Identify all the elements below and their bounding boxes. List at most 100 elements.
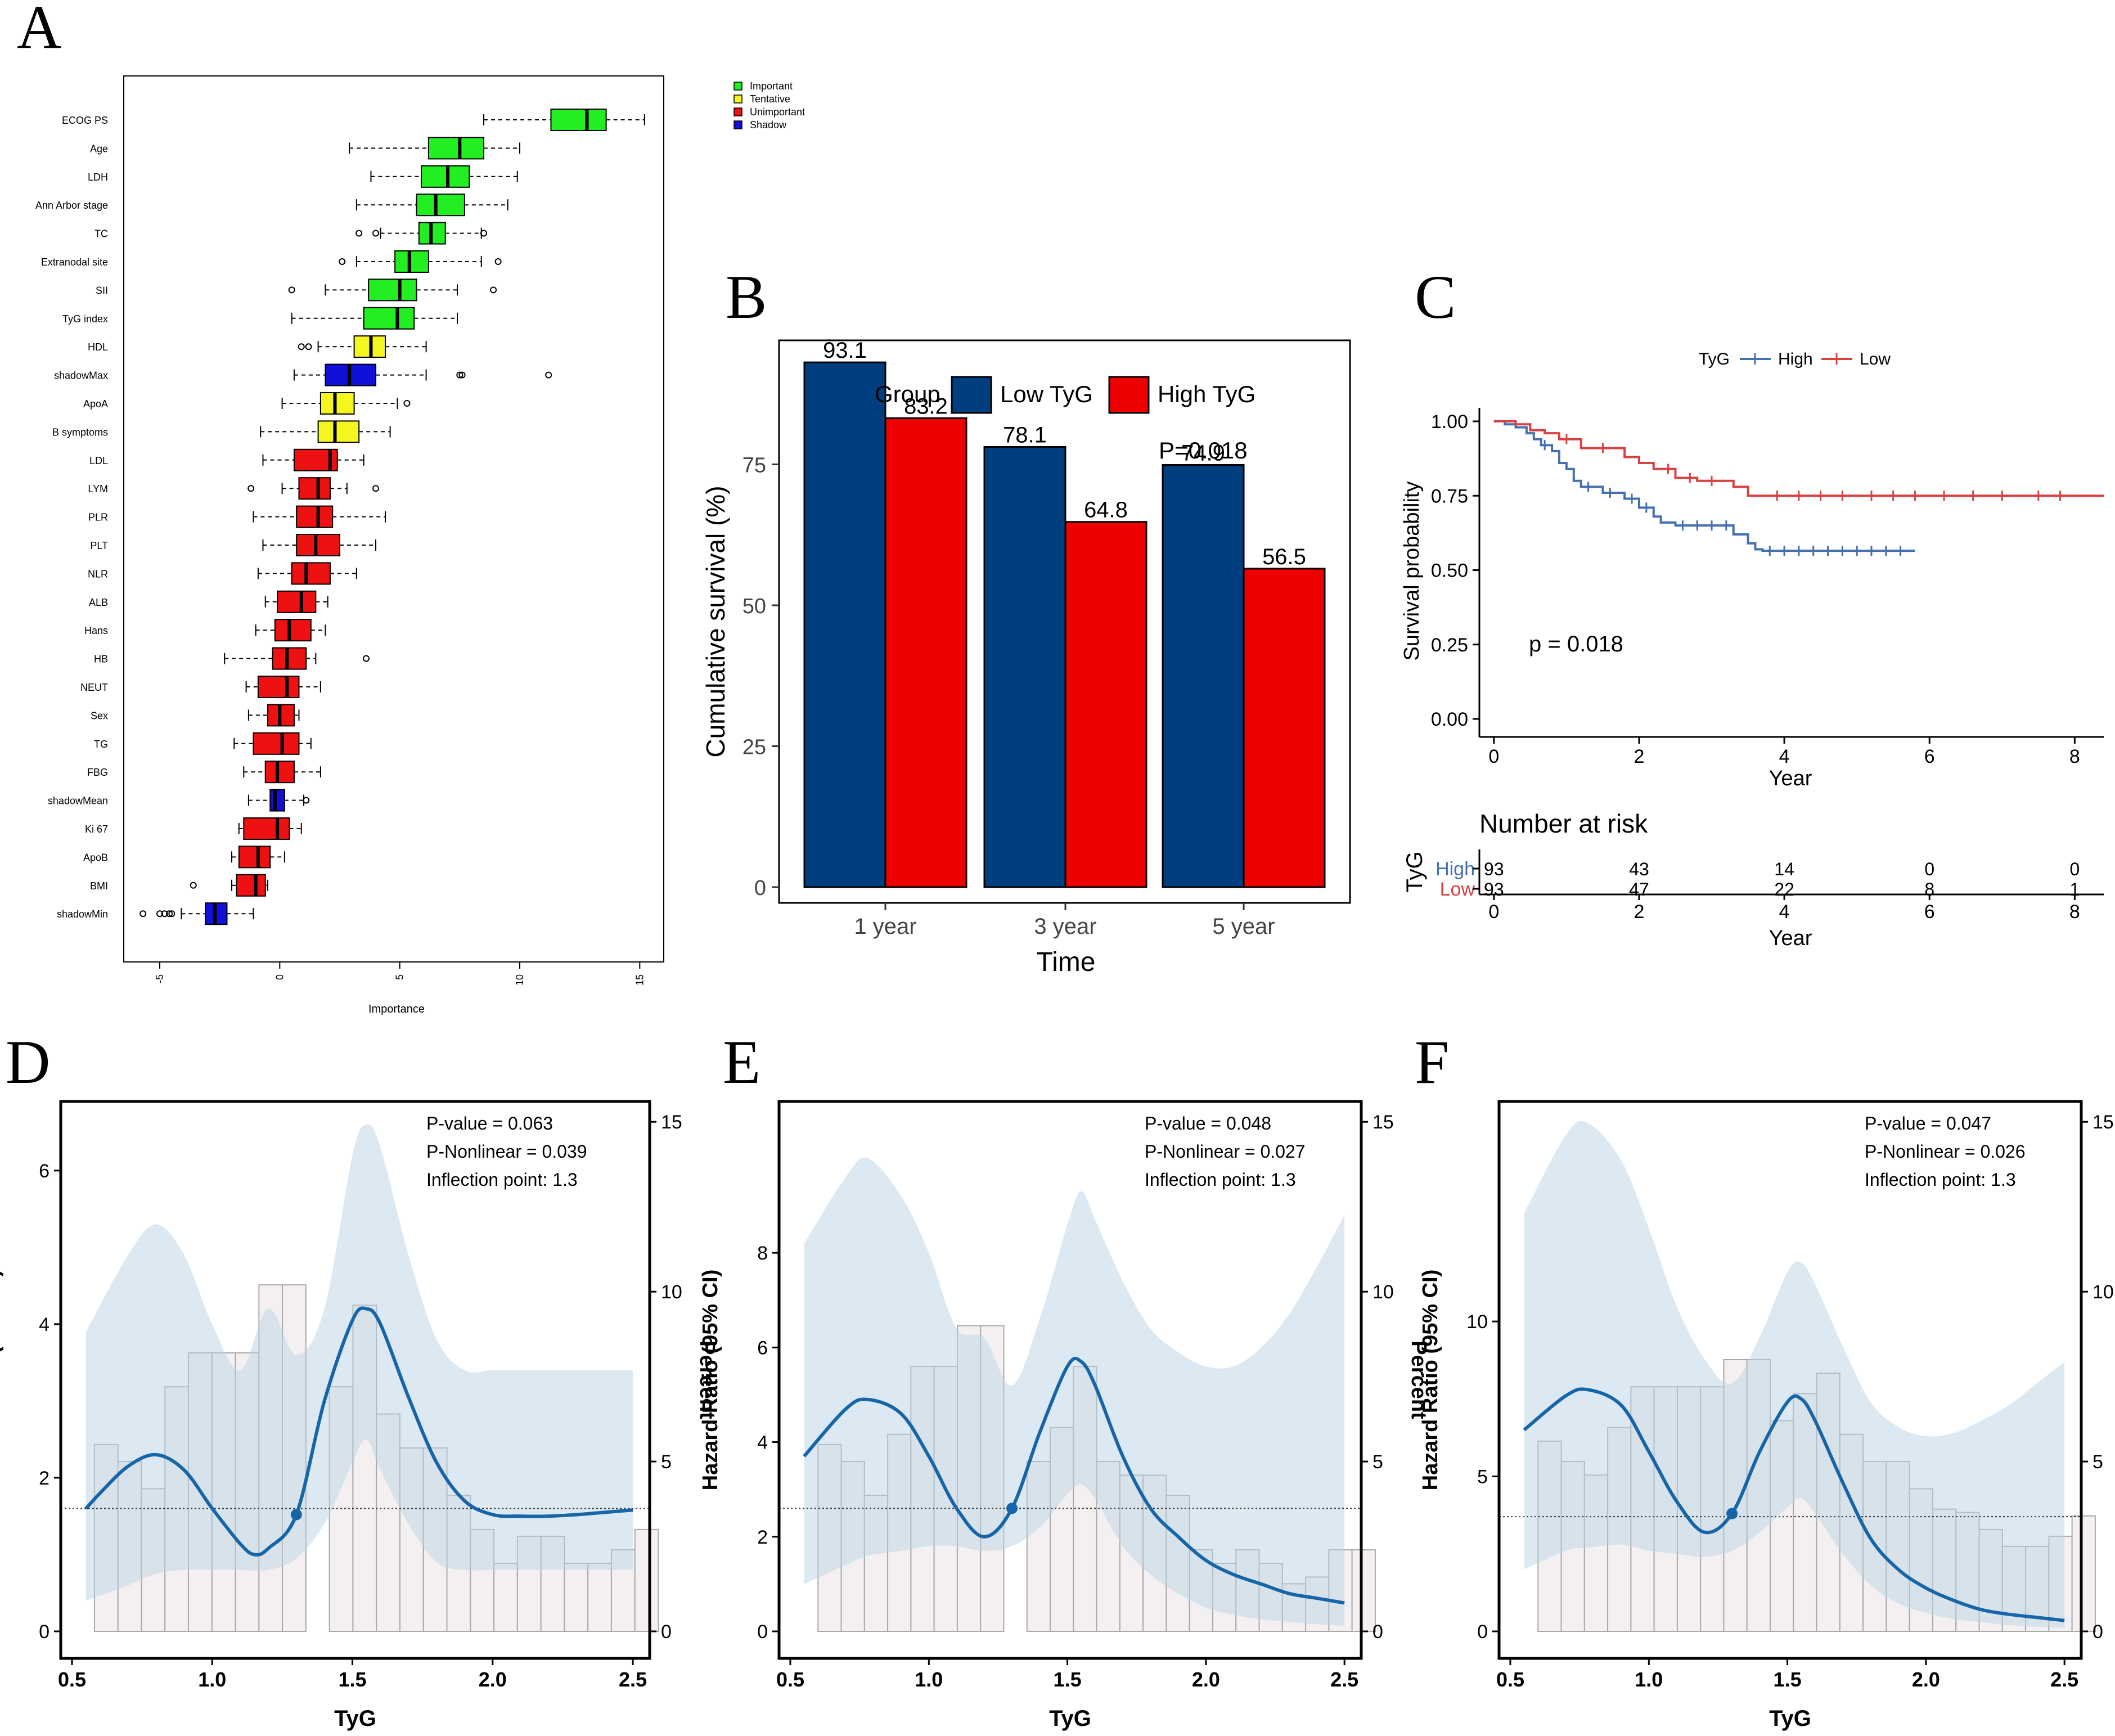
confidence-band: [1524, 1121, 2065, 1629]
panel-label-d: D: [6, 1028, 50, 1096]
x-tick-label: 1.0: [915, 1668, 943, 1691]
outlier-point: [288, 286, 295, 294]
y2-tick-label: 0: [2092, 1621, 2103, 1643]
feature-label: Extranodal site: [41, 257, 108, 268]
rcs-y2label: Percent: [1407, 1341, 1430, 1419]
box: [277, 590, 317, 613]
box: [298, 477, 331, 500]
panel-c-plot: 0.00 0.25 0.50 0.75 1.00 0 2 4 6 8: [1431, 408, 2104, 767]
outlier-point: [168, 910, 176, 918]
panel-f-rcs: 0 5 10 0 5 10 15 0.5 1.0 1.5 2.0 2.5 TyG Hazard Ratio…: [1419, 1100, 2114, 1731]
feature-label: PLT: [90, 540, 108, 551]
rcs-stat-line: P-Nonlinear = 0.039: [426, 1141, 587, 1162]
panel-b-legend-label-high: High TyG: [1158, 381, 1256, 407]
panel-label-c: C: [1415, 263, 1456, 331]
feature-age: Age: [90, 137, 520, 160]
risk-table-title: Number at risk: [1479, 809, 1648, 838]
x-tick-label: 1.5: [1054, 1668, 1082, 1691]
panel-e-rcs: 0 2 4 6 8 0 5 10 15 0.5 1.0 1.5 2.0 2.5 TyG Hazard Rati…: [699, 1100, 1430, 1731]
feature-label: Age: [90, 143, 108, 154]
feature-label: SII: [96, 285, 108, 296]
box: [363, 307, 415, 330]
y-tick-label: 0: [39, 1621, 50, 1643]
km-curve-low: [1493, 420, 2104, 497]
x-tick-label: 2.0: [1912, 1668, 1940, 1691]
x-tick-label: 2.5: [619, 1668, 647, 1691]
outlier-point: [545, 371, 552, 379]
legend-swatch-shadow: [734, 120, 742, 129]
panel-b-barchart: 93.1 78.1 74.9 83.2 64.8 56.5 0 25 50 75 1 year 3 …: [701, 338, 1351, 977]
histogram-bar: [2071, 1515, 2096, 1632]
feature-shadowmax: shadowMax: [54, 363, 552, 386]
panel-c-legend: High Low: [1740, 350, 1891, 368]
inflection-point-marker: [1006, 1503, 1018, 1514]
panel-b-axes: 0 25 50 75 1 year 3 year 5 year: [742, 454, 1275, 939]
x-tick-label: 0.5: [1496, 1668, 1524, 1691]
feature-hdl: HDL: [88, 335, 427, 358]
outlier-point: [140, 910, 147, 918]
box: [428, 137, 484, 160]
x-tick-label: 1.5: [1774, 1668, 1802, 1691]
y-tick-label: 75: [742, 454, 766, 478]
x-tick-label: -5: [154, 974, 165, 983]
panel-a-x-axis: -5 0 5 10 15: [154, 962, 645, 986]
histogram-bar: [564, 1563, 589, 1632]
feature-ldh: LDH: [88, 165, 518, 188]
box: [238, 845, 271, 869]
panel-b-legend-label-low: Low TyG: [1000, 381, 1093, 407]
y2-tick-label: 15: [1372, 1112, 1394, 1133]
feature-hb: HB: [94, 647, 370, 670]
histogram-bar: [493, 1563, 518, 1632]
x-tick-label: 8: [2069, 746, 2080, 767]
outlier-point: [156, 910, 163, 918]
confidence-band: [86, 1124, 633, 1601]
x-tick-label: 6: [1924, 746, 1935, 767]
feature-sex: Sex: [91, 704, 300, 727]
x-tick-label: 0.5: [776, 1668, 804, 1691]
box: [264, 761, 295, 784]
panel-label-f: F: [1415, 1028, 1449, 1096]
histogram-bar: [587, 1563, 612, 1632]
legend-label-tentative: Tentative: [750, 93, 790, 105]
y-tick-label: 8: [757, 1243, 768, 1264]
y-tick-label: 0: [1477, 1621, 1488, 1643]
bar-value-label: 64.8: [1084, 498, 1128, 523]
feature-apoa: ApoA: [83, 392, 411, 415]
panel-b-pvalue: P=0.018: [1159, 437, 1248, 464]
y-tick-label: 4: [39, 1314, 50, 1335]
inflection-point-marker: [1726, 1508, 1738, 1519]
risk-x-tick-label: 2: [1634, 901, 1644, 923]
box: [416, 194, 465, 217]
y2-tick-label: 5: [2092, 1451, 2103, 1473]
hazard-ratio-curve: [1523, 1387, 2065, 1622]
feature-label: ALB: [89, 597, 108, 608]
risk-count: 43: [1629, 859, 1649, 879]
y-tick-label: 0.25: [1431, 635, 1468, 656]
feature-label: TC: [94, 228, 108, 240]
outlier-point: [305, 343, 312, 350]
bar-low-tyg-5-year: [1162, 464, 1245, 888]
box: [274, 619, 312, 642]
feature-label: TG: [94, 739, 108, 750]
x-tick-label: 2: [1634, 746, 1644, 767]
panel-c-pvalue: p = 0.018: [1529, 632, 1623, 656]
x-tick-label: 2.5: [2050, 1668, 2078, 1691]
box: [291, 562, 331, 585]
y-tick-label: 10: [1466, 1311, 1488, 1333]
panel-b-ylabel: Cumulative survival (%): [701, 485, 730, 757]
feature-label: HB: [94, 654, 108, 665]
x-tick-label: 2.0: [479, 1668, 507, 1691]
panel-c-legend-title: TyG: [1699, 350, 1730, 368]
x-tick-label: 10: [514, 974, 525, 986]
outlier-point: [458, 371, 466, 379]
rcs-stat-line: P-Nonlinear = 0.027: [1145, 1141, 1306, 1162]
y2-tick-label: 15: [2092, 1112, 2114, 1133]
feature-label: Ki 67: [85, 824, 108, 835]
outlier-point: [372, 485, 379, 492]
feature-label: Ann Arbor stage: [35, 200, 108, 211]
box: [269, 789, 285, 812]
feature-lym: LYM: [88, 477, 379, 500]
feature-tc: TC: [94, 222, 487, 245]
